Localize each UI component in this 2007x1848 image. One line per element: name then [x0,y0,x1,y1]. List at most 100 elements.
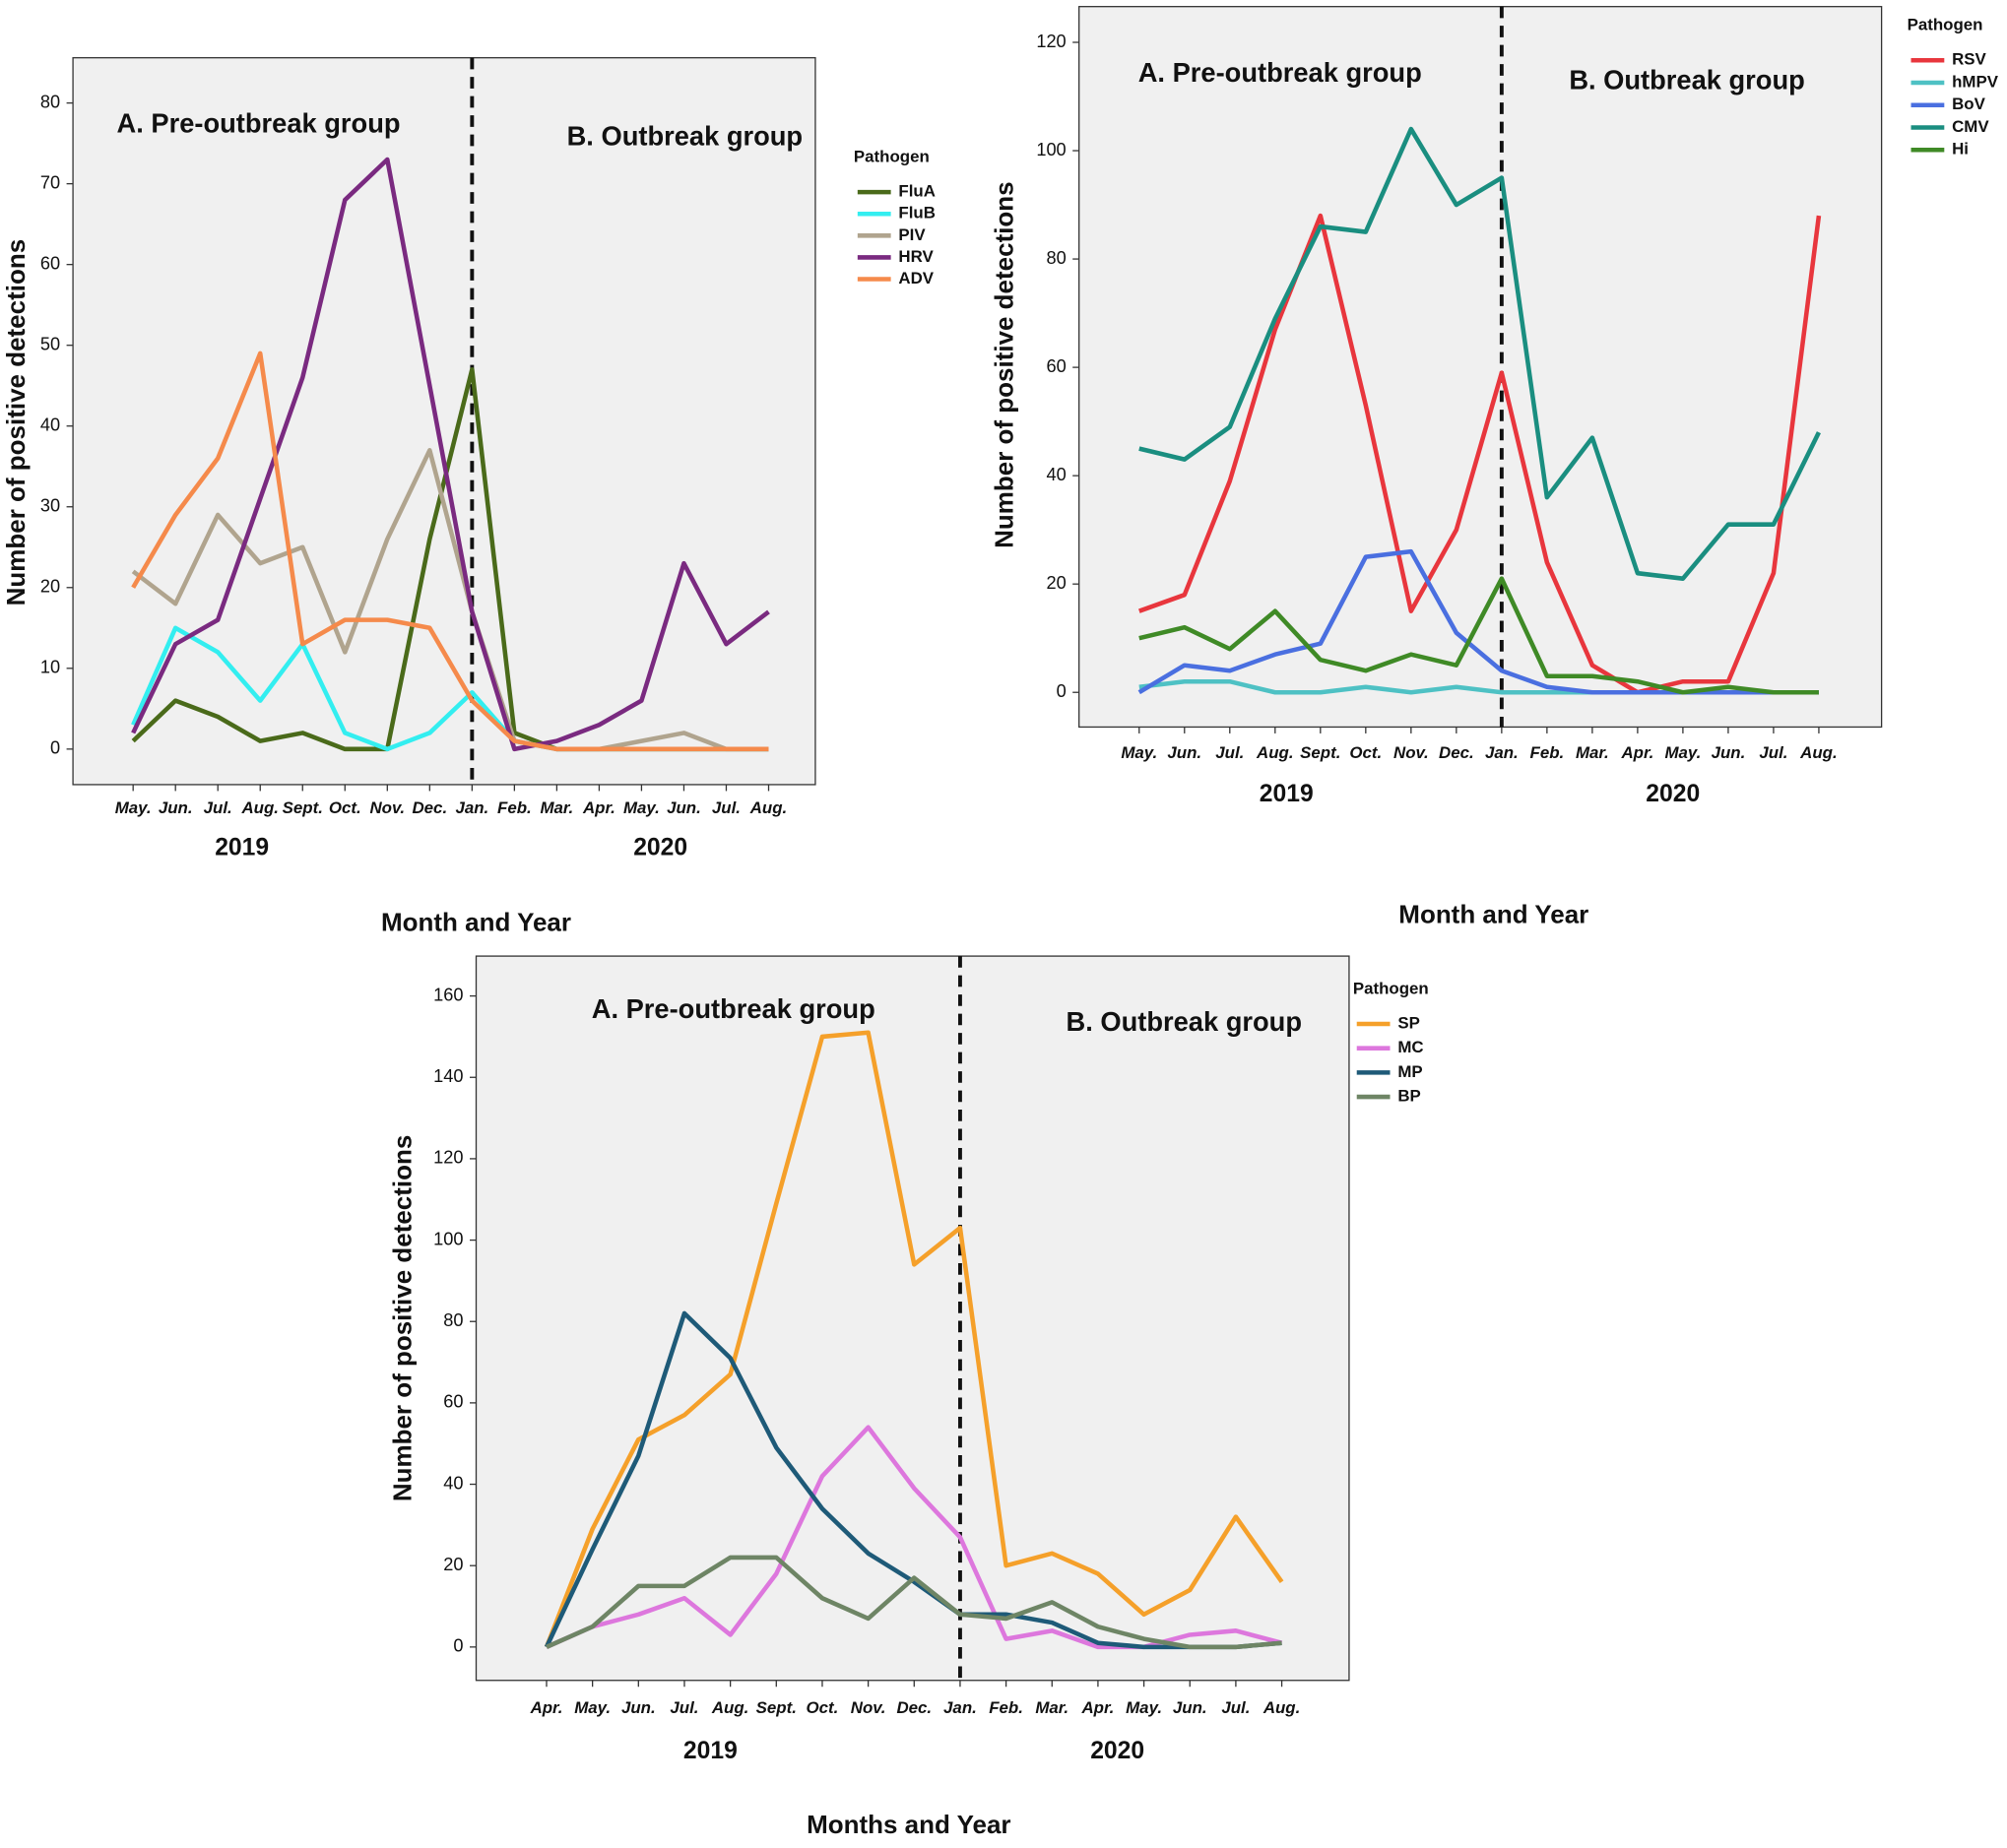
legend-title: Pathogen [1908,16,1983,34]
x-tick-label: Sept. [1300,743,1340,762]
series-line [544,1310,1282,1650]
series-line [131,157,770,752]
plot-area [1078,6,1883,729]
x-tick-label: Dec. [412,798,447,817]
x-tick-label: May. [623,798,660,817]
series-line [1138,126,1821,581]
x-tick-label: May. [1121,743,1157,762]
x-tick-label: Jul. [1221,1698,1250,1717]
x-tick-label: May. [115,798,152,817]
annotation: A. Pre-outbreak group [592,993,875,1024]
y-tick-label: 20 [1046,573,1066,593]
annotation: B. Outbreak group [567,121,803,152]
plot-area [72,57,816,786]
x-tick-label: May. [574,1698,611,1717]
x-tick-label: Apr. [582,798,615,817]
x-axis-title: Months and Year [807,1810,1010,1839]
x-tick-label: Jan. [455,798,488,817]
y-tick-label: 80 [40,92,60,111]
y-tick-label: 40 [40,415,60,435]
x-tick-label: Oct. [807,1698,839,1717]
y-tick-label: 60 [443,1392,463,1412]
legend-label: BP [1397,1087,1420,1106]
x-tick-label: Aug. [240,798,279,817]
y-tick-label: 40 [1046,465,1066,484]
annotation: A. Pre-outbreak group [117,108,401,139]
x-tick-label: Dec. [1439,743,1474,762]
x-tick-label: Jul. [204,798,232,817]
y-axis-title: Number of positive detections [1,239,31,605]
y-tick-label: 0 [1057,681,1067,701]
legend-title: Pathogen [854,148,930,166]
x-tick-label: Mar. [1576,743,1609,762]
x-tick-label: Jul. [670,1698,698,1717]
legend-label: SP [1397,1013,1420,1032]
x-tick-label: Apr. [1620,743,1653,762]
x-tick-label: Aug. [711,1698,749,1717]
legend-label: HRV [898,247,934,266]
series-line [546,1555,1282,1650]
legend-label: PIV [898,225,926,244]
x-axis-title: Month and Year [381,907,571,936]
x-tick-label: Mar. [1035,1698,1068,1717]
annotation: B. Outbreak group [1569,65,1804,96]
y-tick-label: 30 [40,496,60,516]
x-tick-label: Jun. [1712,743,1746,762]
legend-label: BoV [1952,95,1985,113]
legend-label: RSV [1952,50,1986,69]
legend-label: CMV [1952,117,1989,136]
legend-label: FluA [898,182,936,201]
y-tick-label: 120 [1036,32,1066,51]
year-label: 2019 [215,834,269,860]
year-label: 2019 [683,1738,738,1764]
x-tick-label: Apr. [530,1698,563,1717]
x-tick-label: Aug. [1262,1698,1301,1717]
y-tick-label: 80 [1046,248,1066,268]
x-tick-label: Feb. [1530,743,1565,762]
x-tick-label: Nov. [1393,743,1429,762]
x-tick-label: Sept. [756,1698,797,1717]
series-line [1137,548,1819,695]
x-tick-label: Jan. [1485,743,1519,762]
x-tick-label: Jul. [1215,743,1244,762]
x-tick-label: Feb. [989,1698,1023,1717]
x-tick-label: Jul. [1759,743,1787,762]
x-tick-label: Jun. [667,798,701,817]
series-line [131,448,769,752]
plot-area [475,955,1350,1682]
year-label: 2020 [1090,1738,1144,1764]
x-tick-label: Jun. [621,1698,656,1717]
x-tick-label: Dec. [896,1698,932,1717]
legend-title: Pathogen [1353,979,1429,997]
x-tick-label: May. [1126,1698,1162,1717]
x-tick-label: Feb. [497,798,532,817]
y-axis-title: Number of positive detections [388,1135,418,1502]
y-tick-label: 60 [1046,356,1066,376]
legend-label: FluB [898,204,936,223]
y-tick-label: 0 [453,1636,463,1656]
x-tick-label: Mar. [540,798,573,817]
y-tick-label: 100 [1036,140,1066,159]
year-label: 2020 [633,834,687,860]
y-tick-label: 20 [40,577,60,597]
series-line [131,350,769,752]
y-tick-label: 10 [40,658,60,677]
x-tick-label: Apr. [1081,1698,1115,1717]
series-line [1138,576,1819,695]
y-axis-title: Number of positive detections [989,181,1018,548]
x-tick-label: Oct. [1349,743,1382,762]
x-tick-label: Aug. [749,798,788,817]
x-tick-label: Aug. [1799,743,1838,762]
x-tick-label: Jul. [712,798,741,817]
x-tick-label: Jun. [1173,1698,1207,1717]
year-label: 2019 [1260,781,1314,807]
x-tick-label: Jan. [943,1698,977,1717]
x-tick-label: Nov. [369,798,405,817]
chart: 0 20 40 60 80 100 120 140 160 Apr. May. Jun. Jul. Aug… [388,955,1429,1839]
y-tick-label: 120 [433,1148,463,1168]
y-tick-label: 160 [433,985,463,1004]
series-line [1138,213,1822,695]
y-tick-label: 50 [40,335,60,354]
y-tick-label: 140 [433,1066,463,1086]
